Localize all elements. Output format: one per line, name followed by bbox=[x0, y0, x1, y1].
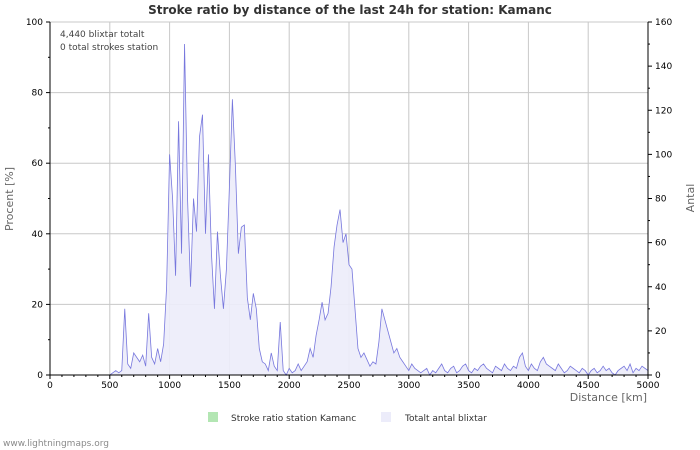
y-left-tick-label: 100 bbox=[26, 18, 43, 28]
y-left-tick-label: 20 bbox=[32, 300, 44, 310]
series-total-strikes-area bbox=[50, 44, 648, 376]
series-total-strikes-line bbox=[50, 44, 649, 376]
y-left-tick-label: 80 bbox=[32, 89, 44, 99]
y-right-tick-label: 20 bbox=[655, 327, 667, 337]
legend-label-total-strikes: Totalt antal blixtar bbox=[404, 414, 487, 424]
y-right-tick-label: 80 bbox=[655, 195, 667, 205]
footer-source: www.lightningmaps.org bbox=[3, 439, 109, 449]
y-left-tick-label: 40 bbox=[32, 230, 44, 240]
x-tick-label: 3000 bbox=[397, 381, 420, 391]
x-tick-label: 4500 bbox=[577, 381, 600, 391]
y-right-tick-label: 0 bbox=[655, 371, 661, 381]
x-tick-label: 3500 bbox=[457, 381, 480, 391]
y-right-axis-label: Antal bbox=[684, 184, 697, 213]
y-right-tick-label: 140 bbox=[655, 62, 672, 72]
legend-swatch-stroke-ratio bbox=[208, 412, 218, 422]
y-left-tick-label: 60 bbox=[32, 159, 44, 169]
y-right-tick-label: 120 bbox=[655, 106, 672, 116]
x-axis-label: Distance [km] bbox=[570, 391, 647, 404]
x-tick-label: 0 bbox=[47, 381, 53, 391]
annotation-total-strikes: 4,440 blixtar totalt bbox=[60, 30, 145, 40]
x-tick-label: 5000 bbox=[637, 381, 660, 391]
x-tick-label: 500 bbox=[101, 381, 118, 391]
y-right-tick-label: 160 bbox=[655, 18, 672, 28]
y-right-tick-label: 40 bbox=[655, 283, 667, 293]
x-tick-label: 1500 bbox=[218, 381, 241, 391]
y-left-axis-label: Procent [%] bbox=[3, 167, 16, 231]
chart-title: Stroke ratio by distance of the last 24h… bbox=[148, 3, 552, 17]
y-left-tick-label: 0 bbox=[37, 371, 43, 381]
x-tick-label: 2500 bbox=[338, 381, 361, 391]
y-right-tick-label: 60 bbox=[655, 239, 667, 249]
x-tick-label: 1000 bbox=[158, 381, 181, 391]
x-tick-label: 2000 bbox=[278, 381, 301, 391]
legend-label-stroke-ratio: Stroke ratio station Kamanc bbox=[231, 414, 356, 424]
x-tick-label: 4000 bbox=[517, 381, 540, 391]
legend-swatch-total-strikes bbox=[381, 412, 391, 422]
y-right-tick-label: 100 bbox=[655, 150, 672, 160]
annotation-station-strikes: 0 total strokes station bbox=[60, 43, 158, 53]
